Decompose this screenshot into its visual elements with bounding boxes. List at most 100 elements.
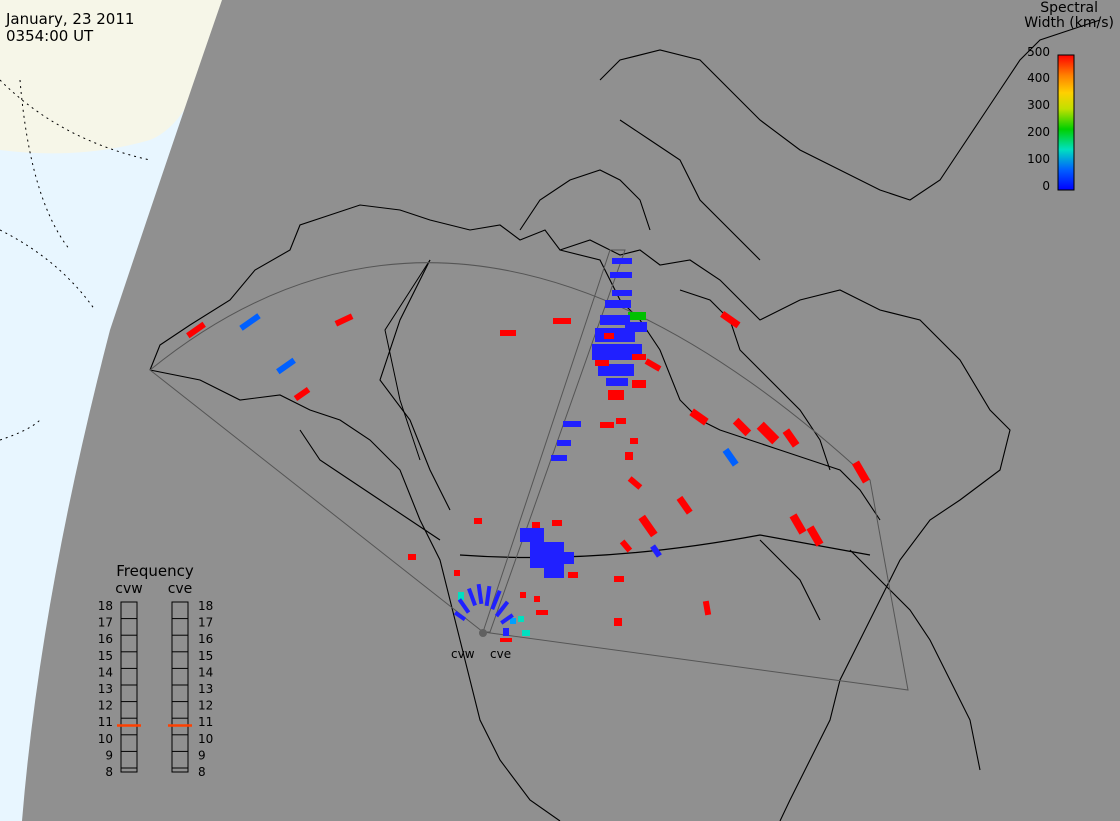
echo-cell xyxy=(595,328,635,342)
echo-cell xyxy=(500,330,516,336)
echo-cell xyxy=(276,357,296,375)
frequency-tick-label: 8 xyxy=(198,765,206,779)
echo-cell xyxy=(619,539,633,553)
terminator-band xyxy=(0,0,222,154)
time-label: 0354:00 UT xyxy=(6,27,94,45)
frequency-tick-label: 9 xyxy=(105,748,113,762)
frequency-tick-label: 14 xyxy=(198,665,213,679)
echo-cell xyxy=(630,438,638,444)
echo-cell xyxy=(689,408,709,426)
colorbar-tick: 200 xyxy=(1027,125,1050,139)
echo-cell xyxy=(500,613,514,625)
frequency-tick-label: 11 xyxy=(198,715,213,729)
us-canada-border xyxy=(459,534,871,559)
echo-cell xyxy=(614,618,622,626)
echo-cell xyxy=(722,447,739,467)
echo-cell xyxy=(520,592,526,598)
echo-cell xyxy=(616,418,626,424)
echo-cell xyxy=(494,600,510,618)
frequency-tick-label: 17 xyxy=(98,616,113,630)
echo-cell xyxy=(702,600,712,616)
echo-cell xyxy=(598,364,634,376)
echo-cell xyxy=(605,300,631,308)
frequency-tick-label: 12 xyxy=(198,699,213,713)
latitude-line xyxy=(0,79,151,161)
frequency-tick-label: 10 xyxy=(98,732,113,746)
frequency-panel: Frequency cvw cve 18 17 16 15 14 13 12 11 10 9 8 18… xyxy=(98,562,214,779)
echo-cell xyxy=(490,589,502,611)
echo-cell xyxy=(676,495,693,515)
frequency-radar-label: cve xyxy=(168,581,193,597)
echo-cell xyxy=(600,422,614,428)
echo-cell xyxy=(467,587,477,607)
colorbar-tick: 100 xyxy=(1027,152,1050,166)
frequency-tick-label: 15 xyxy=(98,649,113,663)
echo-cell xyxy=(453,610,467,622)
echo-cell xyxy=(756,421,780,445)
frequency-tick-label: 18 xyxy=(98,599,113,613)
radar-label-cvw: cvw xyxy=(451,647,475,661)
echo-cell xyxy=(536,610,548,615)
echo-cell xyxy=(334,313,354,327)
frequency-tick-label: 18 xyxy=(198,599,213,613)
echo-cell xyxy=(628,312,646,320)
echo-cell xyxy=(632,354,646,360)
echo-cell xyxy=(612,258,632,264)
latitude-line xyxy=(0,419,41,441)
echo-cell xyxy=(553,318,571,324)
echo-cell xyxy=(610,272,632,278)
echo-cell xyxy=(604,333,614,339)
radar-fov-outline xyxy=(149,262,909,691)
border-line xyxy=(384,259,431,461)
longitude-line xyxy=(19,79,71,251)
radar-site-marker xyxy=(479,629,487,637)
echo-cell xyxy=(544,566,564,578)
echo-cell xyxy=(592,344,642,360)
echo-cell xyxy=(474,518,482,524)
echo-cell xyxy=(510,618,516,624)
echo-cell xyxy=(518,616,524,622)
echo-cell xyxy=(595,360,609,366)
echo-cells xyxy=(186,258,870,642)
echo-cell xyxy=(534,596,540,602)
frequency-tick-label: 13 xyxy=(98,682,113,696)
colorbar-tick: 300 xyxy=(1027,98,1050,112)
colorbar-tick: 500 xyxy=(1027,45,1050,59)
colorbar-scale xyxy=(1057,54,1075,191)
colorbar-title-line2: Width (km/s) xyxy=(1024,15,1114,31)
colorbar-title-line1: Spectral xyxy=(1040,0,1098,16)
colorbar-tick: 400 xyxy=(1027,71,1050,85)
echo-cell xyxy=(551,455,567,461)
echo-cell xyxy=(606,378,628,386)
echo-cell xyxy=(293,386,311,402)
radar-beam-outline xyxy=(482,249,626,633)
echo-cell xyxy=(782,428,800,448)
echo-cell xyxy=(458,592,464,600)
echo-cell xyxy=(650,544,662,558)
globe-night-side xyxy=(22,0,1120,821)
echo-cell xyxy=(638,514,658,538)
echo-cell xyxy=(852,460,870,484)
echo-cell xyxy=(789,513,807,535)
echo-cell xyxy=(532,522,540,528)
echo-cell xyxy=(632,380,646,388)
frequency-tick-label: 10 xyxy=(198,732,213,746)
date-label: January, 23 2011 xyxy=(5,10,134,28)
frequency-column xyxy=(171,601,189,773)
frequency-tick-label: 12 xyxy=(98,699,113,713)
echo-cell xyxy=(548,552,574,564)
frequency-tick-label: 9 xyxy=(198,748,206,762)
colorbar: Spectral Width (km/s) 500 400 300 200 10… xyxy=(1024,0,1114,193)
frequency-tick-label: 8 xyxy=(105,765,113,779)
frequency-tick-label: 16 xyxy=(98,632,113,646)
echo-cell xyxy=(557,440,571,446)
echo-cell xyxy=(644,358,662,372)
echo-cell xyxy=(484,585,492,607)
frequency-title: Frequency xyxy=(116,562,194,580)
frequency-tick-label: 13 xyxy=(198,682,213,696)
echo-cell xyxy=(476,583,484,605)
echo-cell xyxy=(608,390,624,400)
echo-cell xyxy=(503,628,509,636)
frequency-column xyxy=(120,601,138,773)
